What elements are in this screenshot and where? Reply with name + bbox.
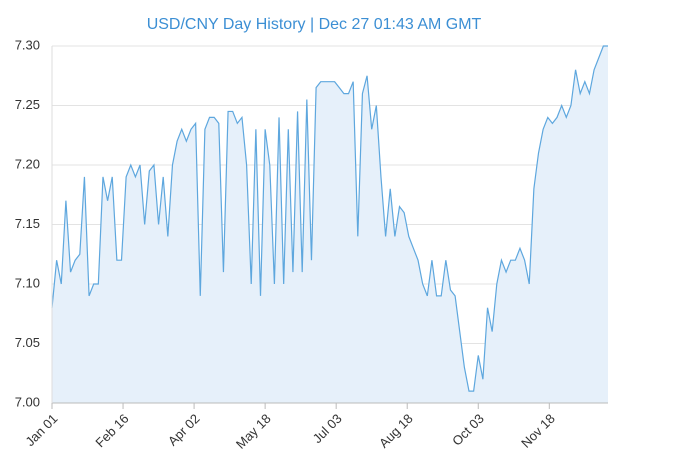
x-tick-label: May 18 [233,411,274,452]
y-tick-label: 7.00 [15,394,40,409]
y-tick-label: 7.25 [15,97,40,112]
y-tick-label: 7.30 [15,37,40,52]
y-tick-label: 7.15 [15,216,40,231]
x-tick-label: Jul 03 [310,411,345,446]
area [52,46,608,403]
y-tick-label: 7.20 [15,156,40,171]
chart-title: USD/CNY Day History | Dec 27 01:43 AM GM… [147,16,482,33]
y-tick-label: 7.10 [15,275,40,290]
x-tick-label: Jan 01 [22,411,60,449]
x-tick-label: Feb 16 [92,411,131,450]
x-tick-label: Oct 03 [449,411,487,449]
x-tick-label: Aug 18 [376,411,416,451]
x-tick-label: Apr 02 [165,411,203,449]
x-tick-label: Nov 18 [518,411,558,451]
line [51,45,608,392]
y-tick-label: 7.05 [15,335,40,350]
